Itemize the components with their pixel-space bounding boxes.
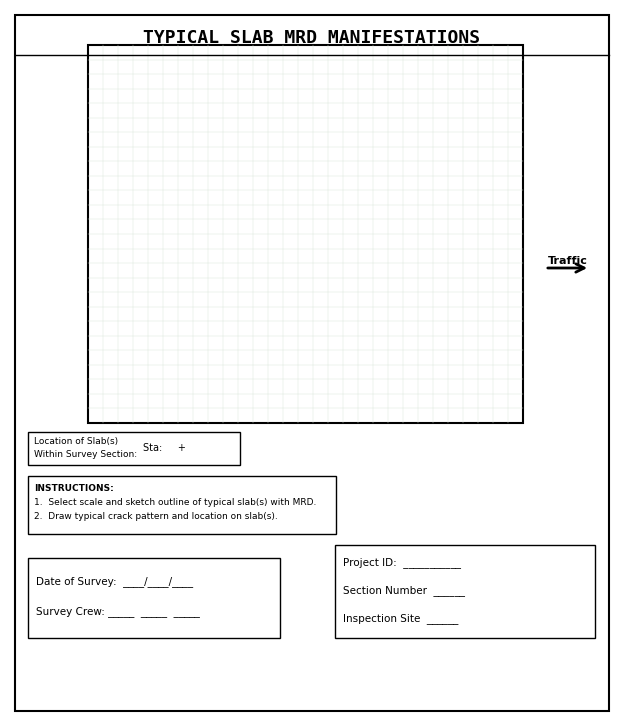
Text: Project ID:  ___________: Project ID: ___________: [343, 557, 461, 568]
Bar: [28, 476, 336, 534]
Bar: [28, 558, 280, 638]
Bar: [88, 45, 523, 423]
Text: INSTRUCTIONS:: INSTRUCTIONS:: [34, 484, 114, 493]
Text: 2.  Draw typical crack pattern and location on slab(s).: 2. Draw typical crack pattern and locati…: [34, 512, 278, 521]
Text: Within Survey Section:: Within Survey Section:: [34, 450, 137, 459]
Text: Sta:     +: Sta: +: [143, 443, 186, 453]
Text: Date of Survey:  ____/____/____: Date of Survey: ____/____/____: [36, 576, 193, 587]
Text: Section Number  ______: Section Number ______: [343, 585, 465, 596]
Text: Traffic: Traffic: [548, 256, 588, 266]
Text: Location of Slab(s): Location of Slab(s): [34, 437, 118, 446]
Text: 1.  Select scale and sketch outline of typical slab(s) with MRD.: 1. Select scale and sketch outline of ty…: [34, 498, 316, 507]
Text: Survey Crew: _____  _____  _____: Survey Crew: _____ _____ _____: [36, 606, 200, 617]
Bar: [335, 545, 595, 638]
Text: Inspection Site  ______: Inspection Site ______: [343, 613, 459, 624]
Bar: [28, 432, 240, 465]
Text: TYPICAL SLAB MRD MANIFESTATIONS: TYPICAL SLAB MRD MANIFESTATIONS: [144, 29, 480, 47]
